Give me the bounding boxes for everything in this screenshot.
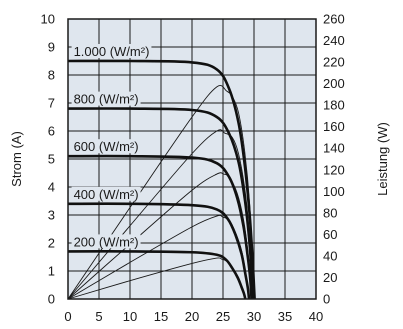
- curve-label: 800 (W/m²): [74, 92, 139, 107]
- right-tick-label: 40: [323, 248, 337, 263]
- right-tick-label: 180: [323, 98, 345, 113]
- left-tick-label: 3: [48, 208, 55, 223]
- x-tick-label: 20: [185, 309, 199, 324]
- curve-label: 600 (W/m²): [74, 139, 139, 154]
- current-curve: [67, 202, 251, 300]
- right-tick-label: 20: [323, 270, 337, 285]
- x-tick-label: 0: [64, 309, 71, 324]
- x-tick-label: 15: [154, 309, 168, 324]
- curve-label-background: [71, 91, 141, 106]
- curve-label-background: [71, 234, 141, 249]
- current-curve: [67, 154, 253, 300]
- current-curve: [67, 250, 247, 300]
- right-tick-label: 140: [323, 141, 345, 156]
- right-tick-label: 100: [323, 184, 345, 199]
- right-tick-label: 240: [323, 33, 345, 48]
- curve-label: 1.000 (W/m²): [74, 44, 150, 59]
- left-tick-label: 4: [48, 180, 55, 195]
- curve-label: 200 (W/m²): [74, 234, 139, 249]
- x-tick-label: 25: [216, 309, 230, 324]
- right-tick-label: 80: [323, 205, 337, 220]
- left-tick-label: 6: [48, 124, 55, 139]
- left-axis-ticks: 0 1 2 3 4 5 6 7 8 9 10: [41, 12, 55, 307]
- left-axis-title: Strom (A): [9, 131, 24, 187]
- right-tick-label: 260: [323, 12, 345, 27]
- left-tick-label: 9: [48, 40, 55, 55]
- power-curve: [67, 85, 256, 300]
- curve-label-background: [71, 139, 141, 154]
- curve-label-background: [71, 44, 152, 58]
- right-tick-label: 200: [323, 76, 345, 91]
- x-tick-label: 10: [123, 309, 137, 324]
- right-tick-label: 160: [323, 119, 345, 134]
- left-tick-label: 8: [48, 68, 55, 83]
- x-axis-ticks: 0 5 10 15 20 25 30 35 40: [64, 309, 323, 324]
- current-curve: [67, 59, 256, 300]
- plot-frame: [67, 18, 317, 300]
- left-tick-label: 7: [48, 96, 55, 111]
- x-tick-label: 35: [278, 309, 292, 324]
- x-tick-label: 30: [247, 309, 261, 324]
- curve-label: 400 (W/m²): [74, 187, 139, 202]
- left-tick-label: 5: [48, 152, 55, 167]
- left-tick-label: 0: [48, 292, 55, 307]
- curve-label-background: [71, 186, 141, 201]
- left-tick-label: 10: [41, 12, 55, 27]
- right-axis-ticks: 0 20 40 60 80 100 120 140 160 180 200 220 240 260: [323, 12, 345, 307]
- curve-labels: 1.000 (W/m²) 800 (W/m²) 600 (W/m²) 400 (W/m…: [71, 44, 152, 249]
- right-tick-label: 0: [323, 292, 330, 307]
- right-tick-label: 220: [323, 55, 345, 70]
- right-tick-label: 60: [323, 227, 337, 242]
- left-tick-label: 2: [48, 236, 55, 251]
- right-axis-title: Leistung (W): [375, 122, 390, 196]
- current-curve: [67, 107, 255, 300]
- x-tick-label: 40: [309, 309, 323, 324]
- x-tick-label: 5: [95, 309, 102, 324]
- current-curves: [67, 59, 256, 300]
- left-tick-label: 1: [48, 264, 55, 279]
- right-tick-label: 120: [323, 162, 345, 177]
